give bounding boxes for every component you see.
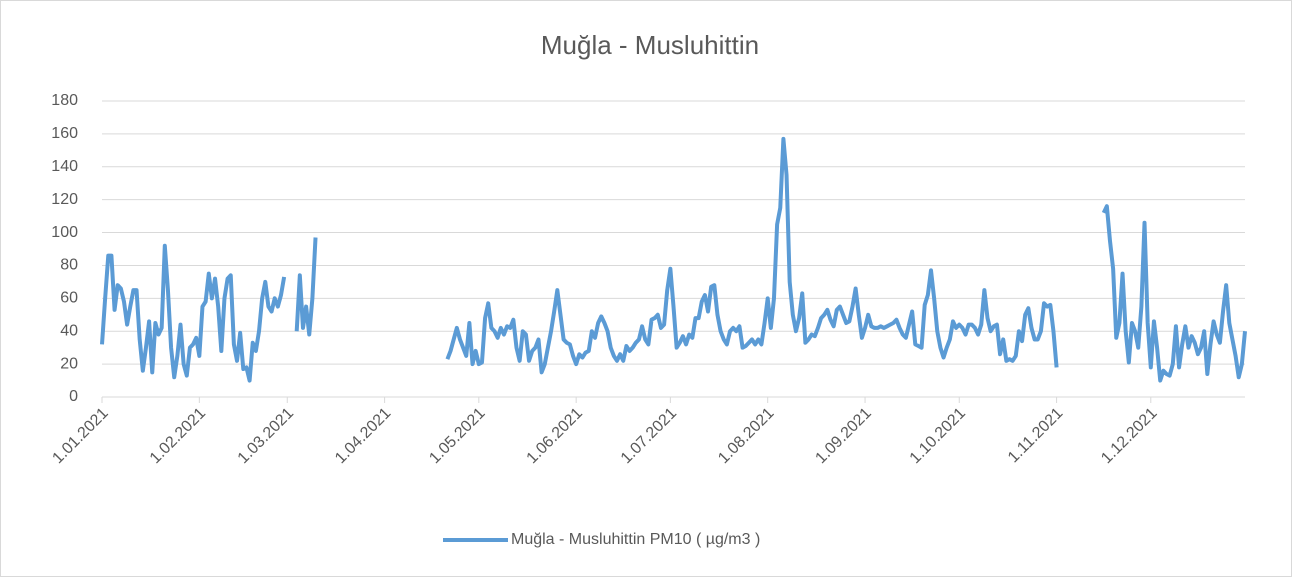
y-tick-label: 140 xyxy=(51,158,78,175)
chart-title: Muğla - Musluhittin xyxy=(541,30,759,60)
y-tick-label: 20 xyxy=(60,355,78,372)
y-tick-label: 80 xyxy=(60,257,78,274)
y-tick-label: 120 xyxy=(51,191,78,208)
y-tick-label: 100 xyxy=(51,224,78,241)
y-tick-label: 180 xyxy=(51,92,78,109)
data-line xyxy=(100,136,1247,383)
y-tick-label: 60 xyxy=(60,290,78,307)
y-tick-label: 160 xyxy=(51,125,78,142)
y-tick-label: 40 xyxy=(60,322,78,339)
y-tick-label: 0 xyxy=(69,388,78,405)
legend-label: Muğla - Musluhittin PM10 ( µg/m3 ) xyxy=(511,531,760,548)
